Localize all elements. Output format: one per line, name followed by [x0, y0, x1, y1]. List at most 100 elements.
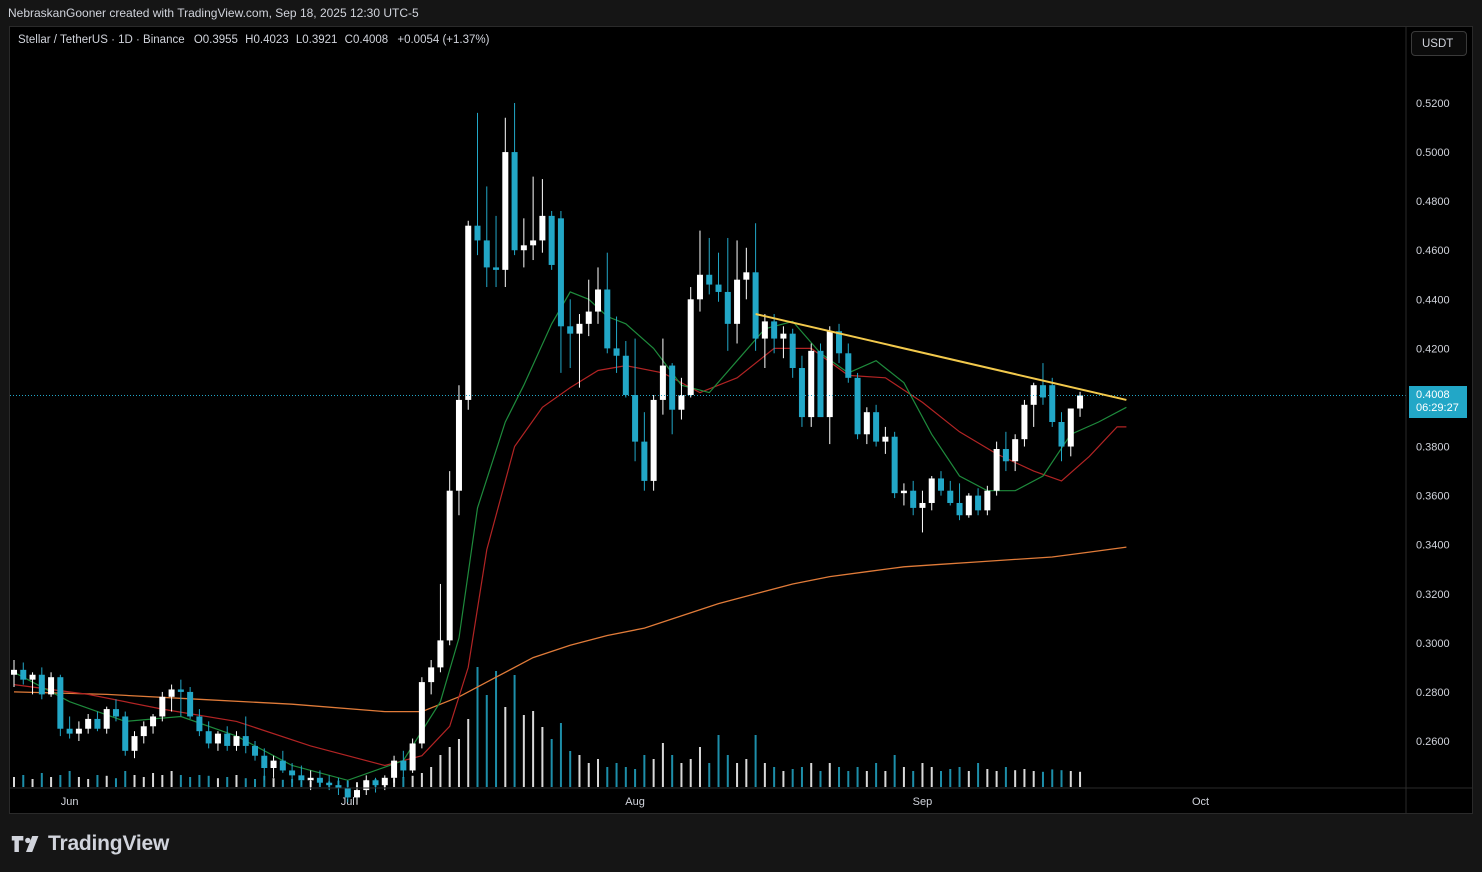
volume-bar	[838, 767, 841, 787]
candle-body	[539, 215, 546, 241]
candle-body	[372, 780, 379, 786]
open-value: 0.3955	[202, 34, 238, 46]
volume-bar	[958, 767, 961, 787]
volume-bar	[1051, 769, 1054, 787]
candle-body	[11, 669, 17, 675]
volume-bar	[597, 759, 600, 787]
candle-body	[307, 777, 314, 781]
volume-bar	[698, 747, 701, 787]
candle-body	[863, 412, 870, 435]
volume-bar	[59, 775, 62, 787]
volume-bar	[50, 777, 53, 787]
symbol-name[interactable]: Stellar / TetherUS · 1D · Binance	[18, 34, 185, 46]
candle-body	[474, 225, 481, 241]
volume-bar	[912, 771, 915, 787]
candle-body	[622, 355, 629, 396]
candle-body	[752, 272, 759, 339]
candle-body	[242, 736, 249, 746]
volume-bar	[782, 771, 785, 787]
price-tick-label: 0.5200	[1416, 98, 1450, 110]
candle-body	[85, 718, 92, 729]
close-value: 0.4008	[352, 34, 389, 46]
candle-body	[150, 716, 157, 727]
candle-body	[344, 787, 351, 798]
bottom-bar	[0, 814, 1482, 872]
tradingview-icon	[11, 836, 39, 852]
volume-bar	[1041, 771, 1044, 787]
candle-body	[613, 348, 620, 356]
last-price-tag: 0.4008 06:29:27	[1409, 386, 1467, 418]
candle-body	[252, 745, 259, 756]
candle-body	[1049, 385, 1056, 422]
price-axis[interactable]: 0.2600 0.2800 0.3000 0.3200 0.3400 0.3600 0.38…	[1416, 98, 1450, 748]
volume-bar	[142, 777, 145, 787]
symbol-legend[interactable]: Stellar / TetherUS · 1D · Binance O0.395…	[18, 34, 489, 46]
candle-body	[585, 311, 592, 324]
candle-body	[734, 279, 741, 324]
volume-bar	[875, 763, 878, 787]
candle-body	[548, 215, 555, 265]
chart-frame[interactable]	[9, 26, 1473, 814]
candle-body	[1077, 395, 1084, 409]
candle-body	[975, 495, 982, 511]
candle-body	[882, 436, 889, 442]
price-tick-label: 0.3400	[1416, 540, 1450, 552]
volume-bar	[995, 771, 998, 787]
volume-bar	[87, 779, 90, 787]
candle-body	[400, 760, 407, 771]
volume-bar	[263, 775, 266, 787]
candle-body	[604, 289, 611, 349]
volume-bar	[254, 779, 257, 787]
volume-bars	[13, 667, 1082, 787]
candle-body	[75, 728, 82, 734]
candle-body	[780, 333, 787, 339]
time-tick-label: Jun	[61, 796, 79, 808]
candle-body	[993, 448, 1000, 491]
volume-bar	[13, 777, 15, 787]
last-price-value: 0.4008	[1416, 389, 1450, 401]
candle-body	[418, 682, 425, 744]
volume-bar	[68, 771, 71, 787]
candle-body	[1058, 422, 1065, 447]
candle-body	[817, 350, 824, 418]
volume-bar	[569, 751, 572, 787]
time-axis[interactable]: Jun Jul Aug Sep Oct	[61, 796, 1209, 808]
volume-bar	[430, 767, 433, 787]
candle-body	[279, 760, 286, 771]
candle-body	[687, 299, 694, 396]
volume-bar	[457, 739, 460, 787]
volume-bar	[235, 775, 238, 787]
candle-body	[743, 272, 750, 280]
candle-body	[428, 667, 435, 683]
time-tick-label: Oct	[1192, 796, 1209, 808]
volume-bar	[272, 778, 275, 787]
candlesticks	[11, 103, 1084, 805]
volume-bar	[680, 763, 683, 787]
candle-body	[789, 333, 796, 369]
volume-bar	[652, 759, 655, 787]
volume-bar	[198, 775, 201, 787]
volume-bar	[736, 763, 739, 787]
candle-body	[38, 674, 45, 695]
volume-bar	[1023, 769, 1026, 787]
candle-body	[177, 689, 184, 692]
volume-bar	[828, 763, 831, 787]
tradingview-logo[interactable]: TradingView	[10, 832, 169, 856]
candle-body	[900, 490, 907, 494]
currency-unit-button[interactable]: USDT	[1411, 31, 1467, 56]
volume-bar	[124, 771, 127, 787]
volume-bar	[967, 771, 970, 787]
top-bar: NebraskanGooner created with TradingView…	[0, 0, 1482, 26]
volume-bar	[893, 755, 896, 787]
volume-bar	[226, 777, 229, 787]
candle-body	[363, 780, 370, 791]
candle-body	[205, 731, 212, 744]
volume-bar	[671, 755, 674, 787]
candle-body	[29, 674, 36, 680]
candle-body	[140, 726, 147, 737]
price-tick-label: 0.2600	[1416, 736, 1450, 748]
volume-bar	[216, 778, 219, 787]
low-label: L	[295, 34, 303, 46]
volume-bar	[448, 747, 451, 787]
